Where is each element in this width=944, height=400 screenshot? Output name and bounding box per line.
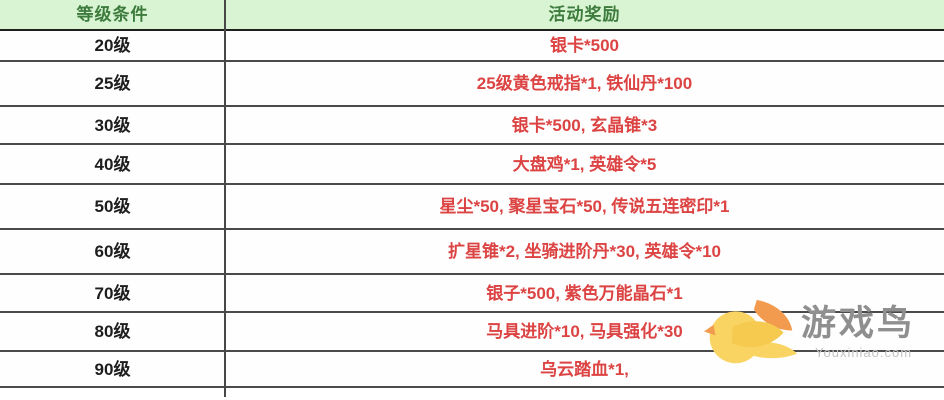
reward-cell: 星尘*50, 聚星宝石*50, 传说五连密印*1 <box>439 197 730 216</box>
reward-cell: 25级黄色戒指*1, 铁仙丹*100 <box>476 74 693 93</box>
reward-cell: 扩星锥*2, 坐骑进阶丹*30, 英雄令*10 <box>447 242 721 261</box>
level-cell: 40级 <box>94 154 131 174</box>
table-header-row: 等级条件 活动奖励 <box>0 0 944 31</box>
table-row: 60级 扩星锥*2, 坐骑进阶丹*30, 英雄令*10 <box>0 230 944 275</box>
table-row: 40级 大盘鸡*1, 英雄令*5 <box>0 145 944 185</box>
reward-cell: 乌云踏血*1, <box>540 359 629 379</box>
table-row: 25级 25级黄色戒指*1, 铁仙丹*100 <box>0 62 944 107</box>
table-row: 70级 银子*500, 紫色万能晶石*1 <box>0 275 944 313</box>
table-bottom-space <box>0 388 944 400</box>
reward-cell: 银卡*500 <box>550 36 619 55</box>
level-cell: 80级 <box>94 322 131 341</box>
header-cell-level-condition: 等级条件 <box>76 5 149 24</box>
level-cell: 60级 <box>94 242 131 261</box>
header-cell-activity-reward: 活动奖励 <box>548 5 621 24</box>
table-row: 90级 乌云踏血*1, <box>0 352 944 388</box>
table-row: 30级 银卡*500, 玄晶锥*3 <box>0 107 944 145</box>
level-cell: 70级 <box>94 283 131 303</box>
level-cell: 30级 <box>94 115 131 135</box>
column-divider <box>224 0 226 397</box>
level-cell: 50级 <box>94 197 131 216</box>
table-row: 50级 星尘*50, 聚星宝石*50, 传说五连密印*1 <box>0 185 944 230</box>
level-cell: 90级 <box>94 359 131 379</box>
table-row: 80级 马具进阶*10, 马具强化*30 <box>0 313 944 352</box>
reward-cell: 大盘鸡*1, 英雄令*5 <box>512 154 657 174</box>
level-cell: 25级 <box>94 74 131 93</box>
table-body: 20级 银卡*500 25级 25级黄色戒指*1, 铁仙丹*100 30级 银卡*500,… <box>0 31 944 388</box>
level-cell: 20级 <box>94 36 131 55</box>
reward-cell: 银卡*500, 玄晶锥*3 <box>511 115 658 135</box>
reward-cell: 银子*500, 紫色万能晶石*1 <box>486 283 683 303</box>
reward-cell: 马具进阶*10, 马具强化*30 <box>486 322 683 341</box>
table-row: 20级 银卡*500 <box>0 31 944 62</box>
